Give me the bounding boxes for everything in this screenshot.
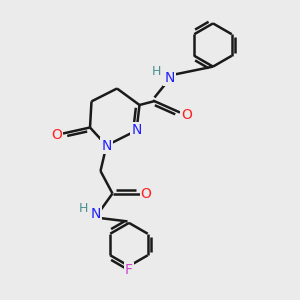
Text: H: H — [152, 65, 162, 78]
Text: N: N — [91, 208, 101, 221]
Text: O: O — [51, 128, 62, 142]
Text: H: H — [79, 202, 88, 215]
Text: O: O — [181, 108, 192, 122]
Text: N: N — [164, 71, 175, 85]
Text: N: N — [101, 139, 112, 152]
Text: F: F — [125, 263, 133, 277]
Text: O: O — [141, 187, 152, 200]
Text: N: N — [131, 124, 142, 137]
